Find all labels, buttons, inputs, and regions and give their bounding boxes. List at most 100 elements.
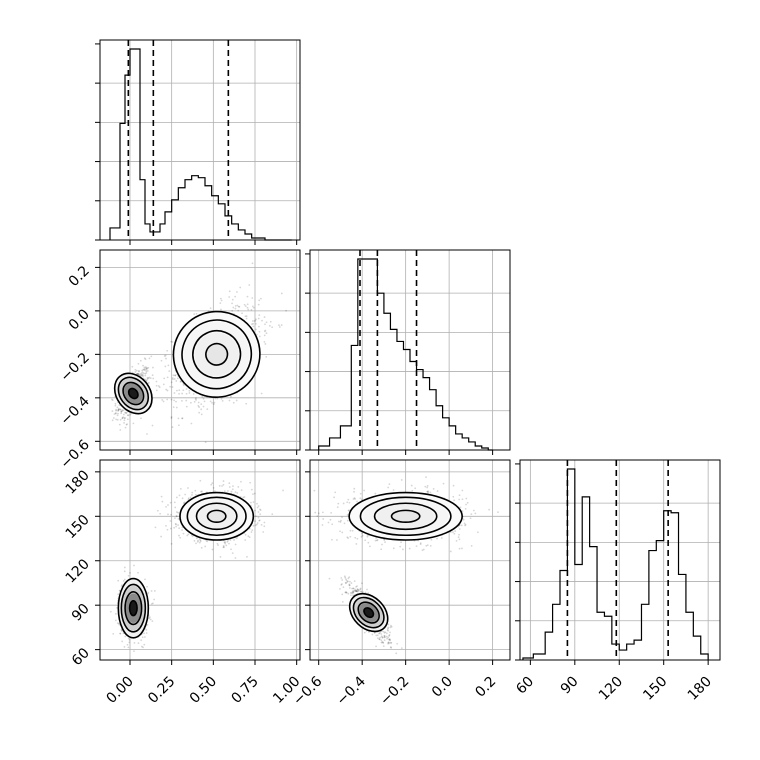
scatter-point bbox=[222, 483, 225, 486]
scatter-point bbox=[181, 417, 184, 420]
scatter-point bbox=[138, 369, 140, 372]
scatter-point bbox=[383, 639, 386, 642]
scatter-point bbox=[189, 496, 192, 499]
scatter-point bbox=[177, 517, 180, 520]
scatter-point bbox=[255, 333, 258, 336]
scatter-point bbox=[113, 413, 116, 415]
scatter-point bbox=[382, 641, 384, 644]
scatter-point bbox=[184, 493, 187, 496]
scatter-point bbox=[252, 322, 255, 325]
scatter-point bbox=[164, 365, 167, 368]
scatter-point bbox=[147, 366, 150, 369]
scatter-point bbox=[148, 376, 151, 379]
scatter-point bbox=[199, 540, 202, 543]
panel-frame bbox=[99, 39, 301, 241]
scatter-point bbox=[218, 484, 221, 487]
x-tick-label: 150 bbox=[640, 674, 670, 704]
density-core bbox=[349, 593, 388, 632]
scatter-point bbox=[356, 590, 358, 593]
scatter-point bbox=[122, 413, 125, 416]
scatter-point bbox=[258, 314, 261, 317]
scatter-point bbox=[143, 632, 145, 635]
scatter-point bbox=[458, 547, 461, 550]
scatter-point bbox=[237, 305, 240, 308]
scatter-point bbox=[390, 624, 392, 627]
scatter-point bbox=[381, 543, 383, 546]
scatter-point bbox=[232, 401, 235, 404]
scatter-point bbox=[145, 368, 148, 370]
scatter-point bbox=[263, 521, 266, 524]
scatter-point bbox=[389, 639, 391, 642]
scatter-point bbox=[186, 534, 189, 537]
scatter-point bbox=[129, 572, 131, 574]
y-tick-label: 0.2 bbox=[66, 263, 93, 290]
scatter-point bbox=[182, 502, 185, 505]
scatter-point bbox=[142, 375, 145, 377]
scatter-point bbox=[166, 389, 169, 392]
scatter-point bbox=[463, 522, 466, 525]
scatter-point bbox=[387, 642, 389, 645]
scatter-point bbox=[235, 399, 238, 402]
scatter-point bbox=[252, 524, 255, 527]
scatter-point bbox=[352, 591, 354, 594]
scatter-point bbox=[119, 632, 122, 635]
scatter-point bbox=[112, 417, 115, 419]
scatter-point bbox=[147, 591, 150, 594]
scatter-point bbox=[355, 590, 357, 593]
scatter-point bbox=[171, 386, 174, 388]
scatter-point bbox=[213, 490, 216, 492]
scatter-point bbox=[234, 307, 237, 310]
scatter-point bbox=[177, 511, 180, 514]
scatter-point bbox=[226, 540, 229, 543]
scatter-point bbox=[387, 623, 390, 626]
scatter-point bbox=[331, 538, 333, 541]
scatter-point bbox=[212, 403, 215, 406]
scatter-point bbox=[347, 537, 350, 540]
scatter-point bbox=[378, 638, 381, 641]
scatter-point bbox=[150, 355, 153, 358]
scatter-point bbox=[380, 633, 383, 635]
scatter-point bbox=[185, 388, 188, 390]
scatter-point bbox=[321, 511, 324, 514]
y-tick-label: −0.4 bbox=[57, 393, 92, 428]
scatter-point bbox=[244, 539, 247, 541]
scatter-point bbox=[245, 402, 248, 405]
contour-line bbox=[205, 342, 229, 366]
scatter-point bbox=[121, 630, 123, 632]
scatter-point bbox=[347, 592, 350, 595]
scatter-point bbox=[182, 389, 185, 392]
scatter-point bbox=[348, 584, 351, 587]
scatter-point bbox=[197, 404, 200, 407]
scatter-point bbox=[204, 545, 207, 548]
scatter-point bbox=[359, 590, 362, 593]
scatter-point bbox=[390, 625, 393, 628]
scatter-point bbox=[354, 536, 357, 539]
scatter-point bbox=[118, 404, 121, 407]
scatter-point bbox=[348, 576, 351, 579]
scatter-point bbox=[121, 417, 124, 419]
scatter-point bbox=[144, 374, 147, 377]
y-tick-label: −0.2 bbox=[57, 350, 92, 385]
scatter-point bbox=[344, 581, 347, 584]
scatter-point bbox=[237, 309, 240, 312]
scatter-point bbox=[411, 489, 414, 492]
scatter-point bbox=[390, 642, 393, 644]
scatter-point bbox=[321, 524, 324, 526]
scatter-point bbox=[260, 392, 263, 395]
scatter-point bbox=[145, 632, 148, 634]
scatter-point bbox=[368, 631, 370, 633]
scatter-point bbox=[141, 375, 143, 377]
contour-line bbox=[117, 577, 150, 639]
scatter-point bbox=[241, 312, 243, 315]
scatter-point bbox=[125, 412, 128, 414]
scatter-point bbox=[388, 634, 391, 637]
scatter-point bbox=[144, 372, 147, 375]
scatter-point bbox=[117, 408, 120, 411]
scatter-point bbox=[117, 409, 120, 411]
scatter-point bbox=[193, 313, 196, 316]
scatter-point bbox=[123, 578, 126, 581]
scatter-point bbox=[210, 483, 213, 486]
scatter-point bbox=[137, 642, 140, 645]
scatter-point bbox=[384, 631, 387, 634]
density-level bbox=[129, 600, 138, 616]
